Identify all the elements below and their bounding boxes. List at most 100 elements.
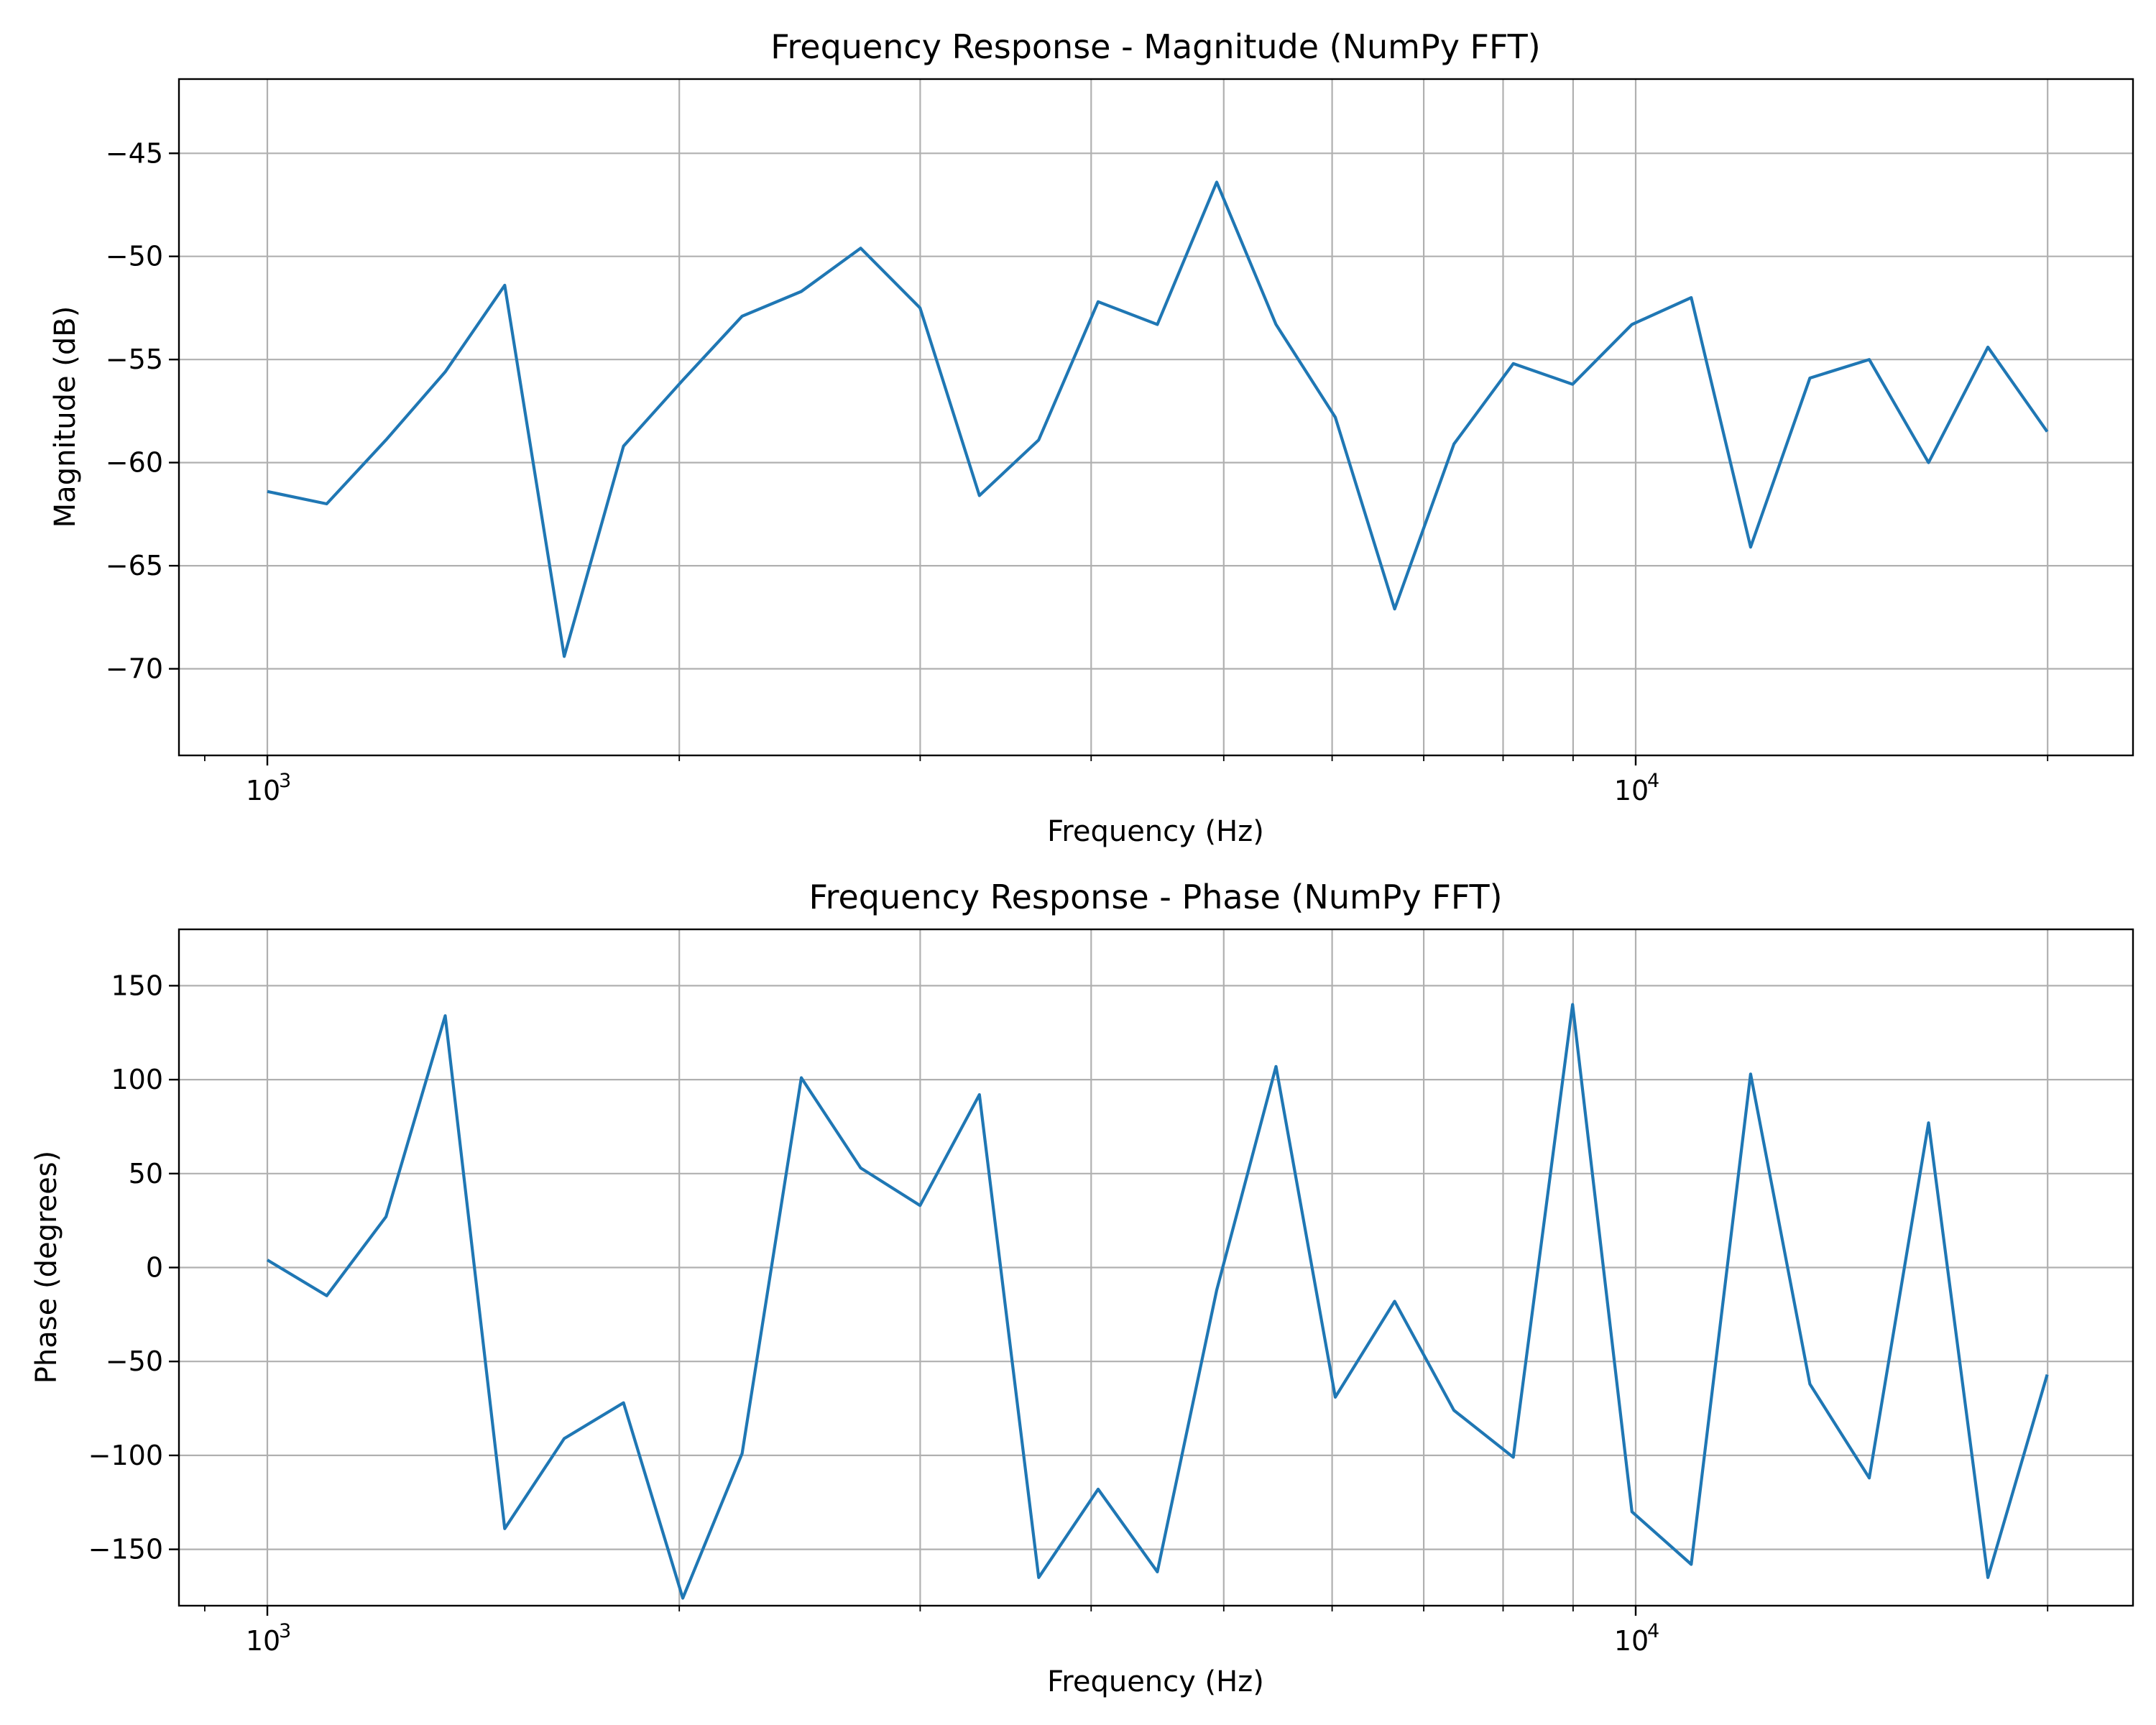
phase-data-point: [1927, 1121, 1931, 1125]
phase-y-tick-label: −50: [106, 1346, 163, 1377]
phase-data-point: [2045, 1373, 2050, 1377]
magnitude-data-point: [1096, 300, 1100, 304]
magnitude-axes-frame: [178, 78, 2134, 757]
magnitude-data-point: [1807, 376, 1812, 380]
magnitude-data-point: [265, 489, 270, 494]
phase-data-point: [562, 1436, 566, 1440]
phase-y-tick-label: 150: [111, 970, 163, 1001]
magnitude-data-point: [977, 494, 982, 498]
magnitude-data-point: [384, 438, 388, 442]
magnitude-x-tick-labels: 103 104: [246, 770, 1659, 806]
phase-data-point: [1215, 1288, 1219, 1292]
phase-x-tick-label: 10: [1614, 1625, 1649, 1657]
phase-data-point: [1155, 1570, 1159, 1574]
magnitude-y-tick-labels: −45 −50 −55 −60 −65 −70: [106, 137, 163, 684]
phase-x-tick-labels: 103 104: [246, 1620, 1659, 1657]
magnitude-title: Frequency Response - Magnitude (NumPy FF…: [770, 27, 1540, 66]
phase-data-point: [325, 1294, 329, 1298]
phase-x-tick-exponent: 3: [279, 1620, 291, 1642]
magnitude-data-point: [918, 305, 922, 310]
magnitude-y-tick-label: −55: [106, 344, 163, 375]
magnitude-data-point: [859, 246, 863, 250]
phase-line: [266, 1003, 2049, 1600]
phase-data-point: [1036, 1576, 1041, 1580]
magnitude-data-point: [1927, 461, 1931, 465]
magnitude-data-point: [799, 290, 803, 294]
magnitude-data-point: [1689, 295, 1693, 300]
phase-data-point: [443, 1013, 448, 1018]
phase-y-tick-label: 100: [111, 1064, 163, 1095]
magnitude-grid: [179, 79, 2133, 755]
phase-data-point: [1749, 1072, 1753, 1076]
magnitude-data-point: [2045, 430, 2050, 434]
magnitude-data-point: [681, 378, 685, 382]
magnitude-y-tick-label: −50: [106, 241, 163, 272]
magnitude-data-point: [1570, 382, 1575, 387]
phase-data-point: [1570, 1003, 1575, 1007]
magnitude-y-tick-label: −60: [106, 447, 163, 479]
phase-data-point: [1986, 1576, 1990, 1580]
phase-title: Frequency Response - Phase (NumPy FFT): [808, 878, 1502, 916]
phase-y-tick-label: 50: [129, 1158, 163, 1190]
phase-y-tick-label: −150: [88, 1534, 163, 1565]
magnitude-x-tick-label: 10: [246, 775, 280, 806]
magnitude-data-point: [1452, 442, 1456, 446]
magnitude-data-point: [1333, 415, 1337, 420]
magnitude-data-point: [1155, 322, 1159, 326]
phase-y-tick-label: −100: [88, 1440, 163, 1471]
phase-data-point: [977, 1092, 982, 1097]
magnitude-y-axis-label: Magnitude (dB): [49, 306, 82, 528]
phase-data-point: [1096, 1487, 1100, 1491]
magnitude-data-point: [1986, 345, 1990, 349]
phase-grid: [179, 929, 2133, 1606]
phase-data-point: [1867, 1476, 1871, 1480]
magnitude-y-tick-label: −65: [106, 550, 163, 581]
phase-data-point: [918, 1203, 922, 1208]
magnitude-data-point: [1036, 438, 1041, 442]
magnitude-data-point: [502, 283, 507, 288]
magnitude-data-point: [1867, 357, 1871, 362]
magnitude-data-point: [1511, 362, 1516, 366]
magnitude-x-tick-label: 10: [1614, 775, 1649, 806]
phase-ticks: [169, 985, 2049, 1616]
phase-data-point: [502, 1527, 507, 1531]
phase-x-tick-label: 10: [246, 1625, 280, 1657]
magnitude-plot: Frequency Response - Magnitude (NumPy FF…: [49, 27, 2134, 848]
magnitude-y-tick-label: −70: [106, 653, 163, 685]
magnitude-data-point: [1749, 545, 1753, 549]
magnitude-data-point: [325, 502, 329, 506]
magnitude-data-point: [622, 444, 626, 448]
phase-data-point: [799, 1076, 803, 1080]
magnitude-x-axis-label: Frequency (Hz): [1047, 815, 1264, 848]
magnitude-data-point: [562, 654, 566, 658]
phase-data-point: [1807, 1382, 1812, 1386]
phase-data-point: [740, 1451, 745, 1455]
phase-x-tick-exponent: 4: [1647, 1620, 1659, 1642]
magnitude-data-point: [740, 314, 745, 318]
phase-series: [265, 1003, 2050, 1601]
magnitude-x-tick-exponent: 3: [279, 770, 291, 792]
magnitude-series: [265, 180, 2050, 658]
phase-y-tick-label: 0: [146, 1252, 163, 1284]
magnitude-line: [267, 180, 2049, 658]
phase-x-axis-label: Frequency (Hz): [1047, 1665, 1264, 1698]
phase-data-point: [384, 1215, 388, 1219]
phase-data-point: [1452, 1408, 1456, 1412]
phase-plot: Frequency Response - Phase (NumPy FFT) 1…: [30, 878, 2134, 1698]
magnitude-x-tick-exponent: 4: [1647, 770, 1659, 792]
phase-data-point: [622, 1401, 626, 1405]
phase-y-tick-labels: 150 100 50 0 −50 −100 −150: [88, 970, 163, 1565]
phase-data-point: [859, 1166, 863, 1170]
phase-data-point: [681, 1596, 685, 1601]
magnitude-data-point: [1215, 180, 1219, 184]
magnitude-data-point: [1630, 322, 1634, 326]
magnitude-data-point: [1274, 322, 1279, 326]
phase-data-point: [265, 1258, 270, 1262]
magnitude-data-point: [1393, 607, 1397, 611]
magnitude-data-point: [443, 369, 448, 374]
magnitude-ticks: [169, 152, 2049, 765]
phase-data-point: [1689, 1563, 1693, 1567]
phase-data-point: [1274, 1064, 1279, 1069]
phase-data-point: [1511, 1455, 1516, 1460]
